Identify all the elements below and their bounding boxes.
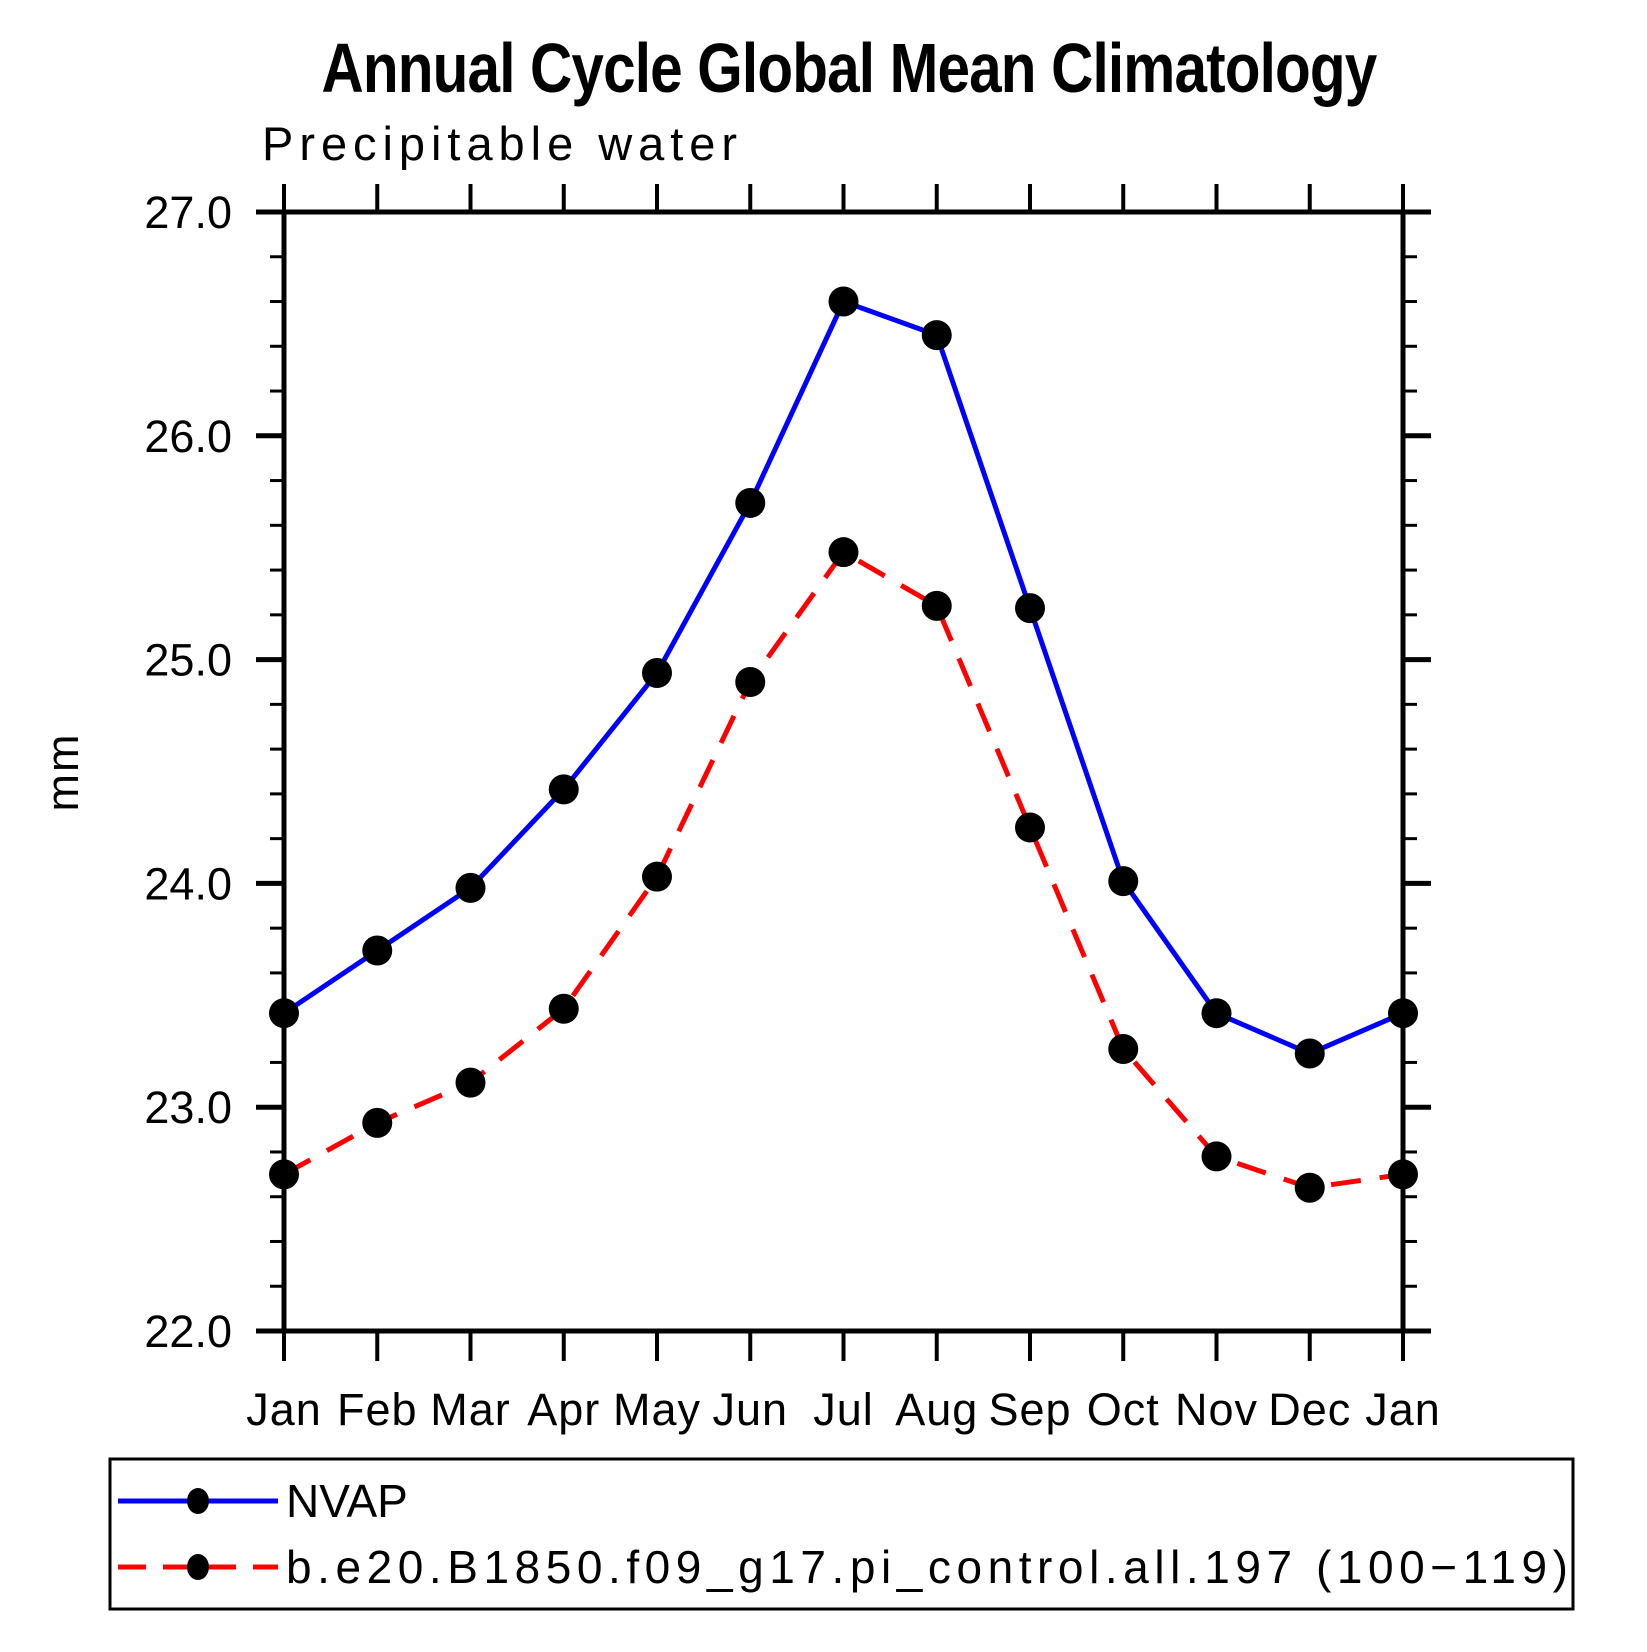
data-point	[455, 872, 486, 903]
axis-ticks	[256, 184, 1431, 1361]
x-tick-label: Mar	[430, 1384, 511, 1435]
data-point	[1201, 1141, 1232, 1172]
legend-label: NVAP	[286, 1475, 408, 1527]
series-markers	[269, 286, 1418, 1203]
data-point	[1108, 866, 1139, 897]
x-tick-label: Jul	[813, 1384, 874, 1435]
legend-box	[108, 1457, 1575, 1611]
data-point	[269, 998, 299, 1029]
data-point	[642, 658, 672, 689]
plot-box	[281, 209, 1406, 1334]
data-point	[548, 993, 579, 1024]
y-tick-label: 27.0	[144, 187, 232, 238]
data-point	[735, 666, 766, 697]
y-tick-label: 26.0	[144, 411, 232, 462]
legend-marker	[187, 1488, 209, 1514]
y-tick-label: 25.0	[144, 635, 232, 686]
data-point	[921, 320, 952, 351]
data-point	[1294, 1038, 1325, 1069]
x-tick-label: Nov	[1175, 1384, 1258, 1435]
data-point	[735, 487, 766, 518]
data-point	[828, 286, 859, 317]
y-axis-label: mm	[37, 733, 88, 812]
x-tick-label: May	[613, 1384, 701, 1435]
chart-subtitle: Precipitable water	[262, 117, 740, 170]
data-point	[362, 1107, 393, 1138]
x-tick-label: Sep	[988, 1384, 1071, 1435]
y-tick-label: 23.0	[144, 1082, 232, 1133]
legend-marker	[187, 1554, 209, 1580]
data-point	[1015, 593, 1045, 624]
legend: NVAP b.e20.B1850.f09_g17.pi_control.all.1…	[108, 1457, 1575, 1611]
data-point	[362, 935, 393, 966]
data-point	[1388, 1159, 1418, 1190]
chart-title: Annual Cycle Global Mean Climatology	[322, 29, 1378, 107]
data-point	[1201, 998, 1232, 1029]
series-line-model	[282, 548, 1404, 1191]
x-tick-label: Apr	[527, 1384, 600, 1435]
x-tick-label: Feb	[337, 1384, 418, 1435]
data-point	[1388, 998, 1418, 1029]
x-tick-label: Jun	[712, 1384, 788, 1435]
data-point	[1108, 1034, 1139, 1065]
legend-label: b.e20.B1850.f09_g17.pi_control.all.197 (…	[286, 1541, 1568, 1593]
plot-border	[281, 209, 1406, 1334]
x-tick-label: Jan	[1365, 1384, 1441, 1435]
data-point	[921, 590, 952, 621]
y-tick-label: 22.0	[144, 1306, 232, 1357]
y-tick-label: 24.0	[144, 858, 232, 909]
data-point	[269, 1159, 299, 1190]
data-point	[642, 861, 672, 892]
x-tick-label: Dec	[1268, 1384, 1351, 1435]
data-point	[1294, 1172, 1325, 1203]
series-lines	[282, 298, 1404, 1191]
data-point	[455, 1067, 486, 1098]
x-tick-label: Oct	[1087, 1384, 1160, 1435]
series-line-nvap	[282, 298, 1404, 1057]
data-point	[1015, 812, 1045, 843]
data-point	[548, 774, 579, 805]
data-point	[828, 537, 859, 568]
x-tick-label: Aug	[895, 1384, 978, 1435]
x-tick-label: Jan	[246, 1384, 322, 1435]
